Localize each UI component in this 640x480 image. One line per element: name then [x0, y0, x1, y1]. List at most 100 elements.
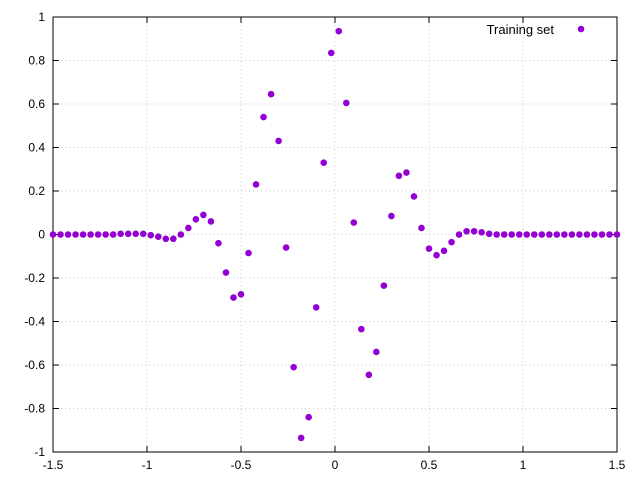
data-point: [606, 231, 613, 238]
data-point: [515, 231, 523, 238]
data-point: [222, 269, 230, 276]
data-point: [523, 231, 531, 238]
data-point: [448, 238, 455, 246]
data-point: [49, 231, 57, 238]
data-point: [410, 193, 418, 200]
data-point: [245, 249, 252, 257]
data-point: [64, 231, 72, 238]
data-point: [327, 49, 335, 57]
y-tick-label: -0.2: [24, 271, 45, 285]
x-tick-label: -1: [142, 458, 153, 472]
data-point: [485, 230, 493, 238]
x-tick-label: -0.5: [231, 458, 252, 472]
data-point: [388, 212, 395, 220]
data-point: [463, 227, 470, 235]
data-point: [403, 169, 410, 176]
data-point: [478, 229, 485, 236]
x-tick-label: 1: [520, 458, 527, 472]
data-point: [162, 235, 170, 243]
x-tick-label: 0.5: [421, 458, 438, 472]
data-point: [124, 230, 132, 238]
data-point: [455, 231, 463, 238]
data-point: [500, 231, 508, 238]
data-point: [373, 348, 380, 356]
legend-label: Training set: [487, 22, 555, 37]
legend-marker: [577, 25, 585, 33]
data-point: [147, 231, 155, 239]
data-point: [282, 244, 290, 251]
x-tick-label: 0: [332, 458, 339, 472]
data-point: [598, 231, 606, 238]
data-point: [207, 218, 215, 225]
data-point: [365, 371, 373, 379]
data-point: [305, 413, 312, 421]
data-point: [538, 231, 546, 238]
data-point: [591, 231, 598, 238]
data-point: [185, 224, 192, 232]
data-point: [57, 231, 64, 238]
y-tick-label: 0: [38, 228, 45, 242]
data-point: [335, 27, 343, 35]
x-tick-label: -1.5: [43, 458, 64, 472]
data-point: [425, 245, 433, 252]
data-point: [200, 211, 207, 219]
tick-marks: [52, 16, 618, 453]
data-point: [568, 231, 576, 238]
data-point: [553, 231, 561, 238]
data-point: [252, 181, 260, 188]
data-point: [79, 231, 87, 238]
data-point: [508, 231, 516, 238]
data-point: [237, 291, 245, 298]
y-tick-label: 0.6: [28, 97, 45, 111]
data-point: [117, 230, 124, 238]
data-point: [94, 231, 102, 238]
data-point: [154, 233, 162, 240]
legend: Training set: [487, 22, 585, 37]
data-point: [395, 172, 403, 180]
data-point: [230, 294, 237, 301]
x-tick-labels: -1.5 -1 -0.5 0 0.5 1 1.5: [43, 458, 626, 472]
data-points: [49, 27, 621, 442]
data-point: [418, 224, 425, 232]
data-point: [260, 113, 267, 121]
data-point: [177, 231, 185, 238]
data-point: [440, 247, 448, 255]
data-point: [470, 227, 478, 235]
data-point: [433, 251, 440, 259]
data-point: [215, 239, 222, 247]
data-point: [380, 282, 388, 289]
x-tick-label: 1.5: [609, 458, 626, 472]
data-point: [297, 434, 305, 442]
y-tick-label: -0.6: [24, 358, 45, 372]
y-tick-label: 0.2: [28, 184, 45, 198]
y-tick-label: -0.4: [24, 315, 45, 329]
data-point: [192, 215, 200, 223]
y-tick-label: -1: [34, 445, 45, 459]
data-point: [139, 230, 147, 238]
data-point: [613, 231, 621, 238]
y-tick-label: 1: [38, 10, 45, 24]
data-point: [576, 231, 583, 238]
data-point: [561, 231, 568, 238]
data-point: [358, 325, 365, 333]
grid-lines: [53, 17, 617, 452]
data-point: [530, 231, 538, 238]
data-point: [290, 363, 297, 371]
y-tick-labels: -1 -0.8 -0.6 -0.4 -0.2 0 0.2 0.4 0.6 0.8 1: [24, 10, 45, 459]
y-tick-label: 0.4: [28, 141, 45, 155]
data-point: [350, 219, 358, 226]
data-point: [132, 230, 140, 238]
data-point: [72, 231, 79, 238]
data-point: [87, 231, 94, 238]
data-point: [493, 231, 500, 238]
data-point: [109, 231, 117, 238]
data-point: [320, 159, 328, 167]
data-point: [102, 231, 109, 238]
data-point: [342, 99, 350, 107]
y-tick-label: -0.8: [24, 402, 45, 416]
data-point: [275, 137, 282, 145]
data-point: [267, 90, 275, 98]
data-point: [583, 231, 591, 238]
data-point: [546, 231, 553, 238]
